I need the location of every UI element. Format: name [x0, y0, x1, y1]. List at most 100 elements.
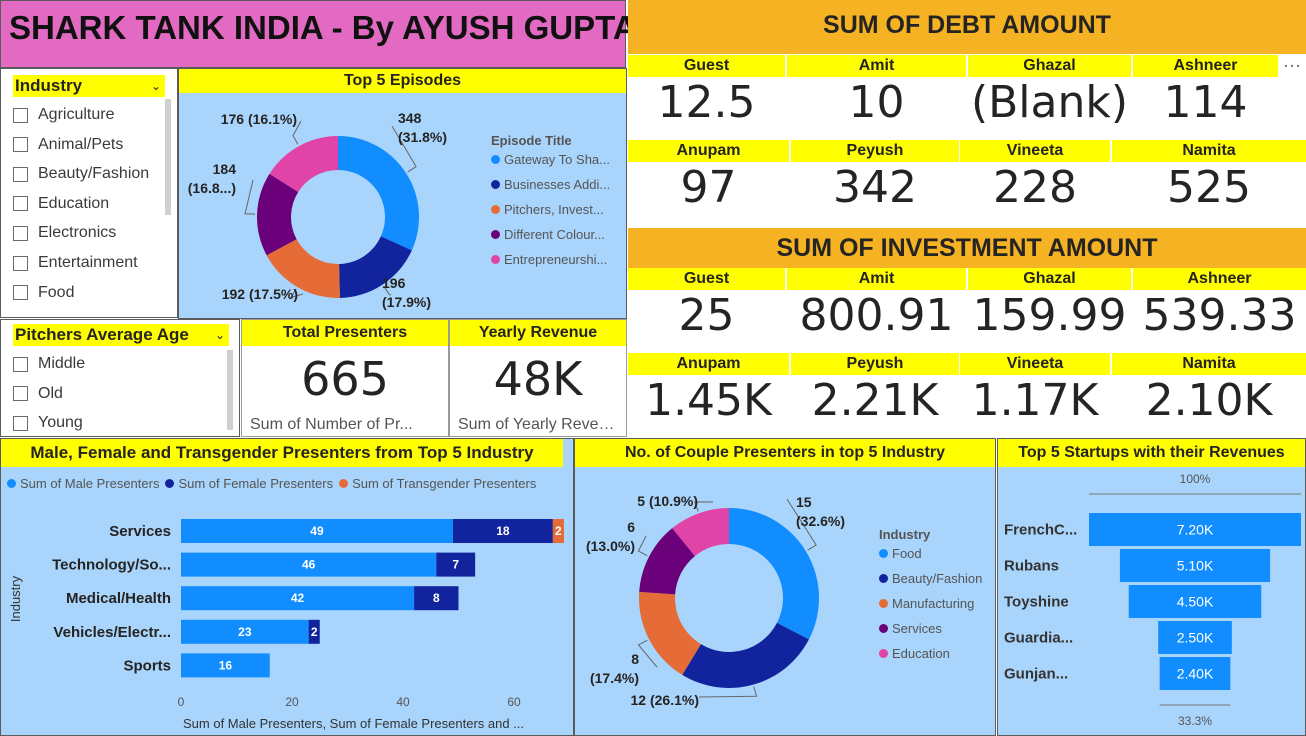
- funnel-bottom-label: 33.3%: [1178, 714, 1212, 728]
- funnel-category-label: FrenchC...: [1004, 522, 1077, 539]
- bar-value-label: 16: [219, 658, 233, 672]
- slice-label: 5 (10.9%): [637, 493, 698, 509]
- age-slicer[interactable]: Pitchers Average Age ⌄ Middle Old Young: [0, 319, 240, 437]
- legend-item[interactable]: Sum of Female Presenters: [165, 476, 333, 491]
- legend-item[interactable]: Entrepreneurshi...: [491, 252, 626, 267]
- kpi-value: 2.21K: [811, 375, 939, 426]
- category-label: Services: [109, 523, 171, 540]
- kpi-value: 228: [993, 162, 1077, 213]
- yearly-revenue-card: Yearly Revenue 48K Sum of Yearly Revenue: [449, 319, 627, 437]
- donut-slice[interactable]: [339, 236, 412, 298]
- donut-slice[interactable]: [729, 508, 819, 640]
- slicer-item[interactable]: Food: [13, 281, 74, 305]
- donut-slice[interactable]: [639, 528, 695, 595]
- legend-item[interactable]: Food: [879, 546, 995, 561]
- kpi-label: Amit: [787, 268, 966, 290]
- kpi-value: 342: [833, 162, 917, 213]
- bar-segment[interactable]: [414, 586, 459, 611]
- slicer-item[interactable]: Middle: [13, 352, 85, 376]
- kpi-label: Amit: [787, 55, 966, 77]
- funnel-bar[interactable]: [1128, 585, 1262, 618]
- funnel-bar[interactable]: [1119, 549, 1271, 582]
- slicer-item[interactable]: Agriculture: [13, 103, 114, 127]
- leader-line: [637, 639, 658, 668]
- slicer-item[interactable]: Entertainment: [13, 251, 138, 275]
- legend-item[interactable]: Different Colour...: [491, 227, 626, 242]
- donut-slice[interactable]: [257, 173, 299, 256]
- bar-segment[interactable]: [181, 586, 415, 611]
- checkbox[interactable]: [13, 196, 28, 212]
- bar-segment[interactable]: [308, 619, 320, 644]
- funnel-category-label: Rubans: [1004, 558, 1059, 575]
- funnel-bar[interactable]: [1089, 513, 1301, 546]
- top5-startups-funnel: 100% 7.20K FrenchC... 5.10K Rubans 4.50K Toysh…: [1004, 472, 1301, 728]
- legend-item[interactable]: Businesses Addi...: [491, 177, 626, 192]
- bar-value-label: 46: [302, 558, 316, 572]
- bar-segment[interactable]: [181, 519, 453, 543]
- kpi-ashneer: Ashneer 539.33: [1133, 268, 1306, 352]
- donut-slice[interactable]: [682, 622, 809, 688]
- kpi-ashneer: Ashneer 114: [1133, 55, 1278, 139]
- slicer-item[interactable]: Electronics: [13, 221, 116, 245]
- donut-slice[interactable]: [338, 136, 419, 251]
- age-slicer-header[interactable]: Pitchers Average Age ⌄: [13, 324, 229, 346]
- legend-dot-icon: [879, 549, 888, 558]
- more-options-icon[interactable]: ···: [1278, 56, 1306, 78]
- kpi-ghazal: Ghazal (Blank): [968, 55, 1131, 139]
- legend-label: Sum of Male Presenters: [20, 476, 160, 491]
- slicer-item-label: Education: [38, 194, 110, 212]
- kpi-namita: Namita 2.10K: [1112, 353, 1306, 437]
- kpi-value: 525: [1167, 162, 1251, 213]
- leader-line: [698, 686, 758, 698]
- slicer-item[interactable]: Young: [13, 411, 83, 435]
- legend-item[interactable]: Gateway To Sha...: [491, 152, 626, 167]
- slicer-item[interactable]: Old: [13, 382, 63, 406]
- legend-item[interactable]: Manufacturing: [879, 596, 995, 611]
- checkbox[interactable]: [13, 137, 28, 153]
- funnel-category-label: Guardia...: [1004, 630, 1073, 647]
- legend-item[interactable]: Education: [879, 646, 995, 661]
- kpi-value: 12.5: [657, 77, 756, 128]
- legend-label: Food: [892, 546, 922, 561]
- kpi-value: 539.33: [1142, 290, 1297, 341]
- legend-item[interactable]: Pitchers, Invest...: [491, 202, 626, 217]
- checkbox[interactable]: [13, 285, 28, 301]
- checkbox[interactable]: [13, 386, 28, 402]
- chevron-down-icon[interactable]: ⌄: [214, 328, 225, 342]
- checkbox[interactable]: [13, 255, 28, 271]
- slicer-item[interactable]: Animal/Pets: [13, 133, 123, 157]
- bar-segment[interactable]: [181, 653, 270, 678]
- legend-dot-icon: [491, 155, 500, 164]
- funnel-bar[interactable]: [1159, 657, 1231, 690]
- industry-slicer[interactable]: Industry ⌄ Agriculture Animal/Pets Beauty/…: [0, 68, 178, 318]
- legend-item[interactable]: Sum of Male Presenters: [7, 476, 159, 491]
- donut-slice[interactable]: [639, 591, 701, 675]
- funnel-bar[interactable]: [1158, 621, 1232, 654]
- donut-slice[interactable]: [269, 136, 338, 192]
- legend-item[interactable]: Services: [879, 621, 995, 636]
- checkbox[interactable]: [13, 356, 28, 372]
- kpi-label: Ashneer: [1133, 55, 1278, 77]
- bar-segment[interactable]: [436, 552, 476, 577]
- slicer-item[interactable]: Education: [13, 192, 109, 216]
- checkbox[interactable]: [13, 107, 28, 123]
- slicer-item[interactable]: Beauty/Fashion: [13, 162, 149, 186]
- donut-slice[interactable]: [266, 239, 340, 298]
- donut-slice[interactable]: [672, 508, 729, 557]
- checkbox[interactable]: [13, 415, 28, 431]
- bar-segment[interactable]: [181, 619, 309, 644]
- bar-value-label: 49: [310, 524, 324, 538]
- kpi-anupam: Anupam 1.45K: [628, 353, 789, 437]
- chevron-down-icon[interactable]: ⌄: [150, 79, 161, 93]
- checkbox[interactable]: [13, 166, 28, 182]
- industry-slicer-header[interactable]: Industry ⌄: [13, 75, 165, 97]
- bar-segment[interactable]: [452, 519, 553, 543]
- legend-item[interactable]: Sum of Transgender Presenters: [339, 476, 536, 491]
- bar-segment[interactable]: [552, 519, 564, 543]
- legend-item[interactable]: Beauty/Fashion: [879, 571, 995, 586]
- bar-segment[interactable]: [181, 552, 437, 577]
- slice-label-pct: (31.8%): [398, 129, 447, 145]
- age-slicer-scrollbar[interactable]: [227, 350, 233, 430]
- industry-slicer-scrollbar[interactable]: [165, 99, 171, 215]
- checkbox[interactable]: [13, 225, 28, 241]
